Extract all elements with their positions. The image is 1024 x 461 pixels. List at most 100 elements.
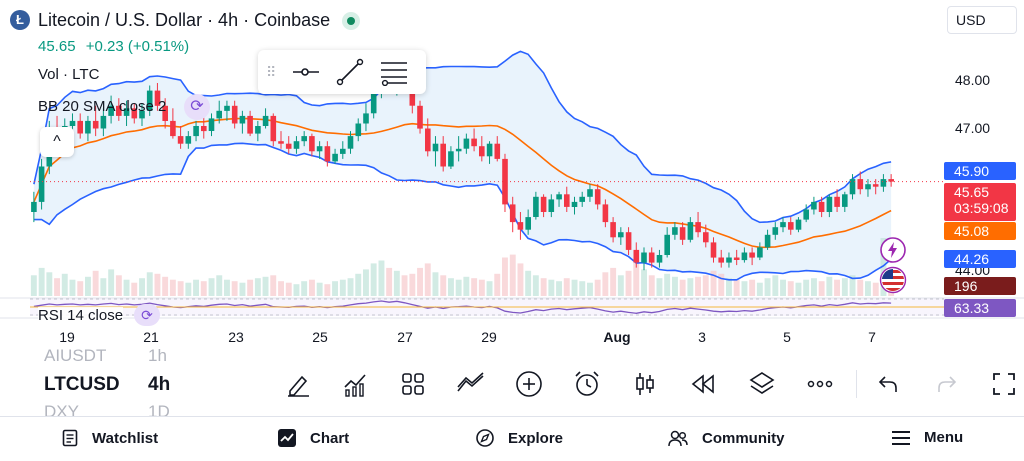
hamburger-icon bbox=[892, 430, 910, 445]
prev-timeframe[interactable]: 1h bbox=[148, 346, 167, 365]
swap-indicator-icon[interactable]: ⟳ bbox=[184, 94, 210, 120]
volume-bar bbox=[417, 267, 423, 296]
candle-body bbox=[417, 105, 423, 129]
candle-body bbox=[216, 110, 222, 119]
nav-watchlist[interactable]: Watchlist bbox=[62, 429, 158, 447]
candle-body bbox=[795, 219, 802, 230]
redo-icon[interactable] bbox=[931, 368, 963, 400]
volume-bar bbox=[262, 276, 269, 296]
nav-community[interactable]: Community bbox=[668, 429, 785, 447]
currency-selector[interactable]: USD bbox=[947, 6, 1017, 34]
undo-icon[interactable] bbox=[872, 368, 904, 400]
candle-body bbox=[633, 249, 640, 263]
time-tick: 19 bbox=[59, 329, 75, 345]
rsi-swap-icon[interactable]: ⟳ bbox=[134, 304, 160, 326]
volume-bar bbox=[841, 278, 848, 296]
volume-bar bbox=[579, 281, 586, 296]
volume-bar bbox=[254, 278, 261, 296]
add-icon[interactable] bbox=[513, 368, 545, 400]
candle-body bbox=[355, 123, 362, 137]
more-icon[interactable] bbox=[804, 368, 836, 400]
symbol-legend[interactable]: Litecoin / U.S. Dollar · 4h · Coinbase bbox=[38, 10, 361, 31]
bb-upper-line bbox=[33, 50, 892, 224]
alarm-icon[interactable] bbox=[571, 368, 603, 400]
volume-bar bbox=[378, 260, 385, 296]
nav-chart[interactable]: Chart bbox=[278, 429, 349, 447]
candle-body bbox=[672, 227, 678, 235]
compare-icon[interactable] bbox=[455, 368, 487, 400]
volume-bar bbox=[339, 279, 346, 296]
volume-bar bbox=[247, 279, 254, 296]
fullscreen-icon[interactable] bbox=[988, 368, 1020, 400]
layout-grid-icon[interactable] bbox=[397, 368, 429, 400]
prev-symbol[interactable]: AIUSDT bbox=[44, 346, 107, 365]
candle-body bbox=[208, 118, 215, 131]
bollinger-indicator-label[interactable]: BB 20 SMA close 2 bbox=[38, 98, 167, 115]
draw-pencil-icon[interactable] bbox=[282, 368, 314, 400]
indicators-icon[interactable] bbox=[339, 368, 371, 400]
bb-basis-line bbox=[33, 117, 892, 249]
candle-body bbox=[757, 247, 763, 258]
bb-lower-line bbox=[33, 142, 892, 281]
volume-bar bbox=[216, 275, 223, 296]
volume-bar bbox=[733, 279, 740, 296]
candle-body bbox=[780, 222, 786, 228]
drawing-toolbar[interactable]: ⠿ bbox=[258, 50, 426, 94]
chart-area[interactable]: Ł Litecoin / U.S. Dollar · 4h · Coinbase… bbox=[0, 0, 1024, 352]
volume-bar bbox=[641, 269, 647, 296]
volume-indicator-label[interactable]: Vol · LTC bbox=[38, 66, 100, 83]
current-timeframe[interactable]: 4h bbox=[148, 374, 171, 395]
volume-bar bbox=[857, 279, 864, 296]
layers-icon[interactable] bbox=[746, 368, 778, 400]
candle-body bbox=[718, 257, 724, 263]
candle-body bbox=[301, 136, 307, 142]
horizontal-ray-icon[interactable] bbox=[284, 50, 328, 94]
candle-body bbox=[85, 120, 91, 134]
volume-bar bbox=[602, 272, 609, 296]
candle-body bbox=[571, 201, 578, 207]
candle-type-icon[interactable] bbox=[629, 368, 661, 400]
volume-bar bbox=[424, 263, 431, 296]
candle-body bbox=[888, 179, 894, 182]
time-tick: 27 bbox=[397, 329, 413, 345]
rsi-indicator-label[interactable]: RSI 14 close bbox=[38, 307, 124, 324]
time-tick: 29 bbox=[481, 329, 497, 345]
candle-body bbox=[440, 143, 446, 167]
volume-bar bbox=[370, 263, 377, 296]
volume-bar bbox=[30, 275, 37, 296]
candle-body bbox=[834, 196, 840, 207]
volume-bar bbox=[69, 279, 76, 296]
drag-handle-icon[interactable]: ⠿ bbox=[266, 63, 277, 80]
candle-body bbox=[842, 194, 848, 207]
volume-bar bbox=[525, 270, 532, 296]
us-flag-icon[interactable] bbox=[879, 266, 907, 294]
lightning-icon[interactable] bbox=[879, 236, 907, 264]
price-chart[interactable] bbox=[0, 0, 1024, 352]
volume-bar bbox=[162, 276, 169, 296]
replay-icon[interactable] bbox=[687, 368, 719, 400]
volume-bar bbox=[679, 279, 686, 296]
volume-bar bbox=[200, 281, 207, 296]
current-symbol[interactable]: LTCUSD bbox=[44, 374, 120, 395]
candle-body bbox=[872, 184, 879, 187]
volume-bar bbox=[710, 270, 717, 296]
volume-bar bbox=[239, 282, 246, 296]
candle-body bbox=[332, 153, 338, 162]
volume-bar bbox=[46, 272, 53, 296]
nav-explore[interactable]: Explore bbox=[476, 429, 563, 447]
trend-line-icon[interactable] bbox=[328, 50, 372, 94]
nav-menu[interactable]: Menu bbox=[892, 429, 963, 446]
volume-bar bbox=[795, 282, 802, 296]
candle-body bbox=[502, 158, 508, 205]
candle-body bbox=[409, 85, 416, 106]
collapse-legend-button[interactable]: ^ bbox=[40, 127, 74, 157]
volume-bar bbox=[455, 279, 462, 296]
volume-bar bbox=[123, 279, 130, 296]
volume-bar bbox=[316, 282, 323, 296]
candle-body bbox=[316, 146, 323, 152]
candle-body bbox=[363, 113, 369, 124]
time-tick: 3 bbox=[698, 329, 706, 345]
volume-bar bbox=[834, 279, 840, 296]
time-tick: 5 bbox=[783, 329, 791, 345]
settings-lines-icon[interactable] bbox=[372, 50, 416, 94]
